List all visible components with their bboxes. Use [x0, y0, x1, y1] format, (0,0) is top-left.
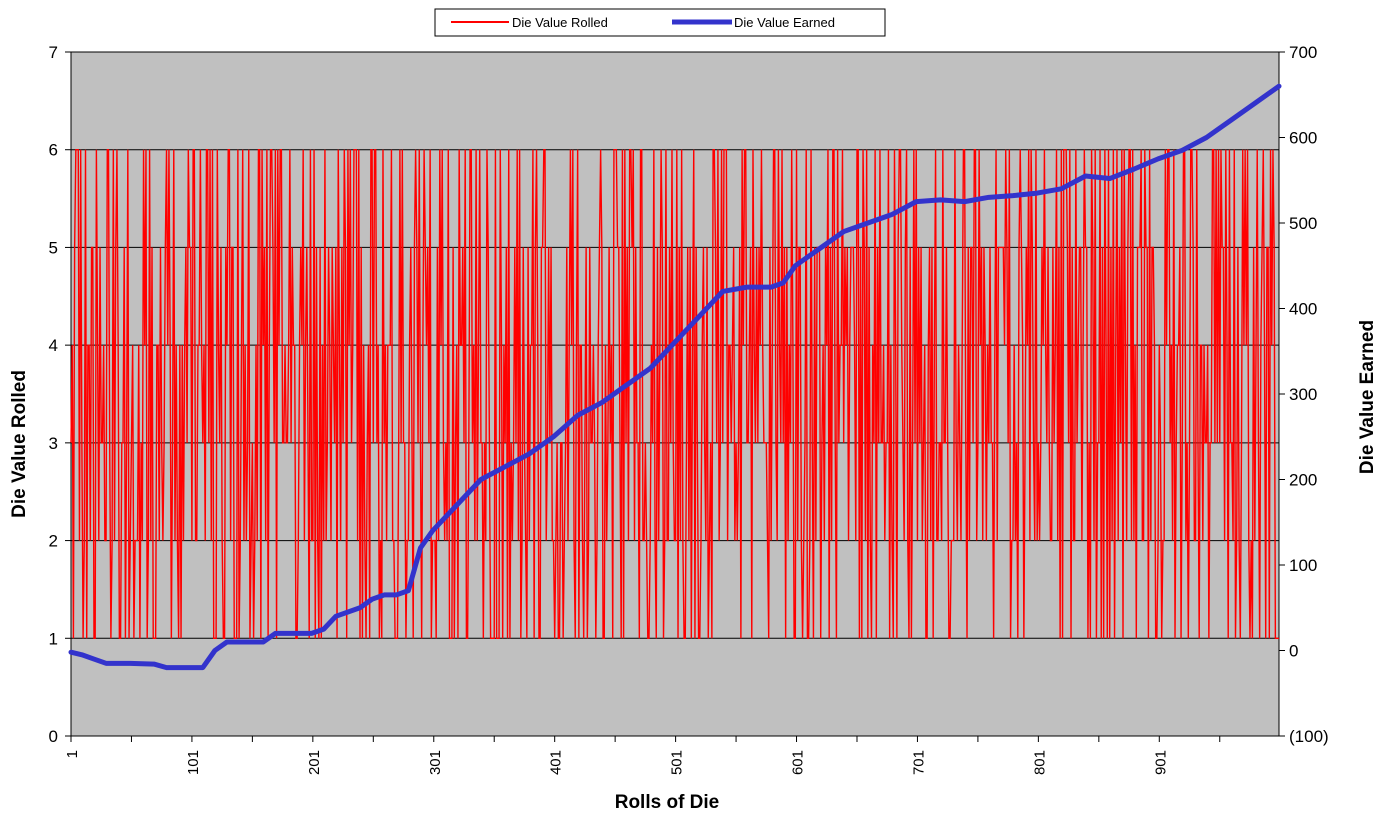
legend: Die Value Rolled Die Value Earned: [434, 8, 886, 37]
legend-box: [434, 8, 886, 37]
x-tick-label-201: 201: [306, 750, 323, 775]
series-die-value-earned: [68, 83, 1282, 671]
y2-tick-label-3: 200: [1289, 471, 1317, 490]
y2-tick-label-7: 600: [1289, 129, 1317, 148]
y2-axis-title: Die Value Earned: [1357, 320, 1378, 474]
x-tick-label-301: 301: [427, 750, 444, 775]
y-tick-label-7: 7: [49, 43, 58, 62]
x-axis-title: Rolls of Die: [615, 792, 720, 813]
y2-tick-label-0: (100): [1289, 727, 1329, 746]
y2-tick-label-6: 500: [1289, 214, 1317, 233]
series-line-die-value-earned: [68, 83, 1282, 671]
x-tick-label-1: 1: [64, 750, 81, 758]
y2-tick-label-5: 400: [1289, 300, 1317, 319]
plot-area: [70, 51, 1280, 737]
series-die-value-rolled: [70, 149, 1279, 639]
y-tick-label-5: 5: [49, 238, 58, 257]
x-tick-label-101: 101: [185, 750, 202, 775]
x-tick-label-701: 701: [910, 750, 927, 775]
y-tick-label-0: 0: [49, 727, 58, 746]
y2-tick-label-1: 0: [1289, 642, 1298, 661]
y2-tick-label-2: 100: [1289, 556, 1317, 575]
x-tick-label-801: 801: [1031, 750, 1048, 775]
legend-label-earned: Die Value Earned: [734, 15, 835, 30]
legend-label-rolled: Die Value Rolled: [512, 15, 608, 30]
y-tick-label-6: 6: [49, 141, 58, 160]
y-axis-title: Die Value Rolled: [9, 370, 30, 518]
x-tick-label-401: 401: [548, 750, 565, 775]
x-tick-label-901: 901: [1152, 750, 1169, 775]
x-tick-label-601: 601: [790, 750, 807, 775]
y2-tick-label-8: 700: [1289, 43, 1317, 62]
y2-tick-label-4: 300: [1289, 385, 1317, 404]
y-tick-label-3: 3: [49, 434, 58, 453]
y-tick-label-2: 2: [49, 532, 58, 551]
x-tick-label-501: 501: [669, 750, 686, 775]
series-line-die-value-rolled: [70, 149, 1279, 639]
y-tick-label-4: 4: [49, 336, 58, 355]
y-tick-label-1: 1: [49, 629, 58, 648]
